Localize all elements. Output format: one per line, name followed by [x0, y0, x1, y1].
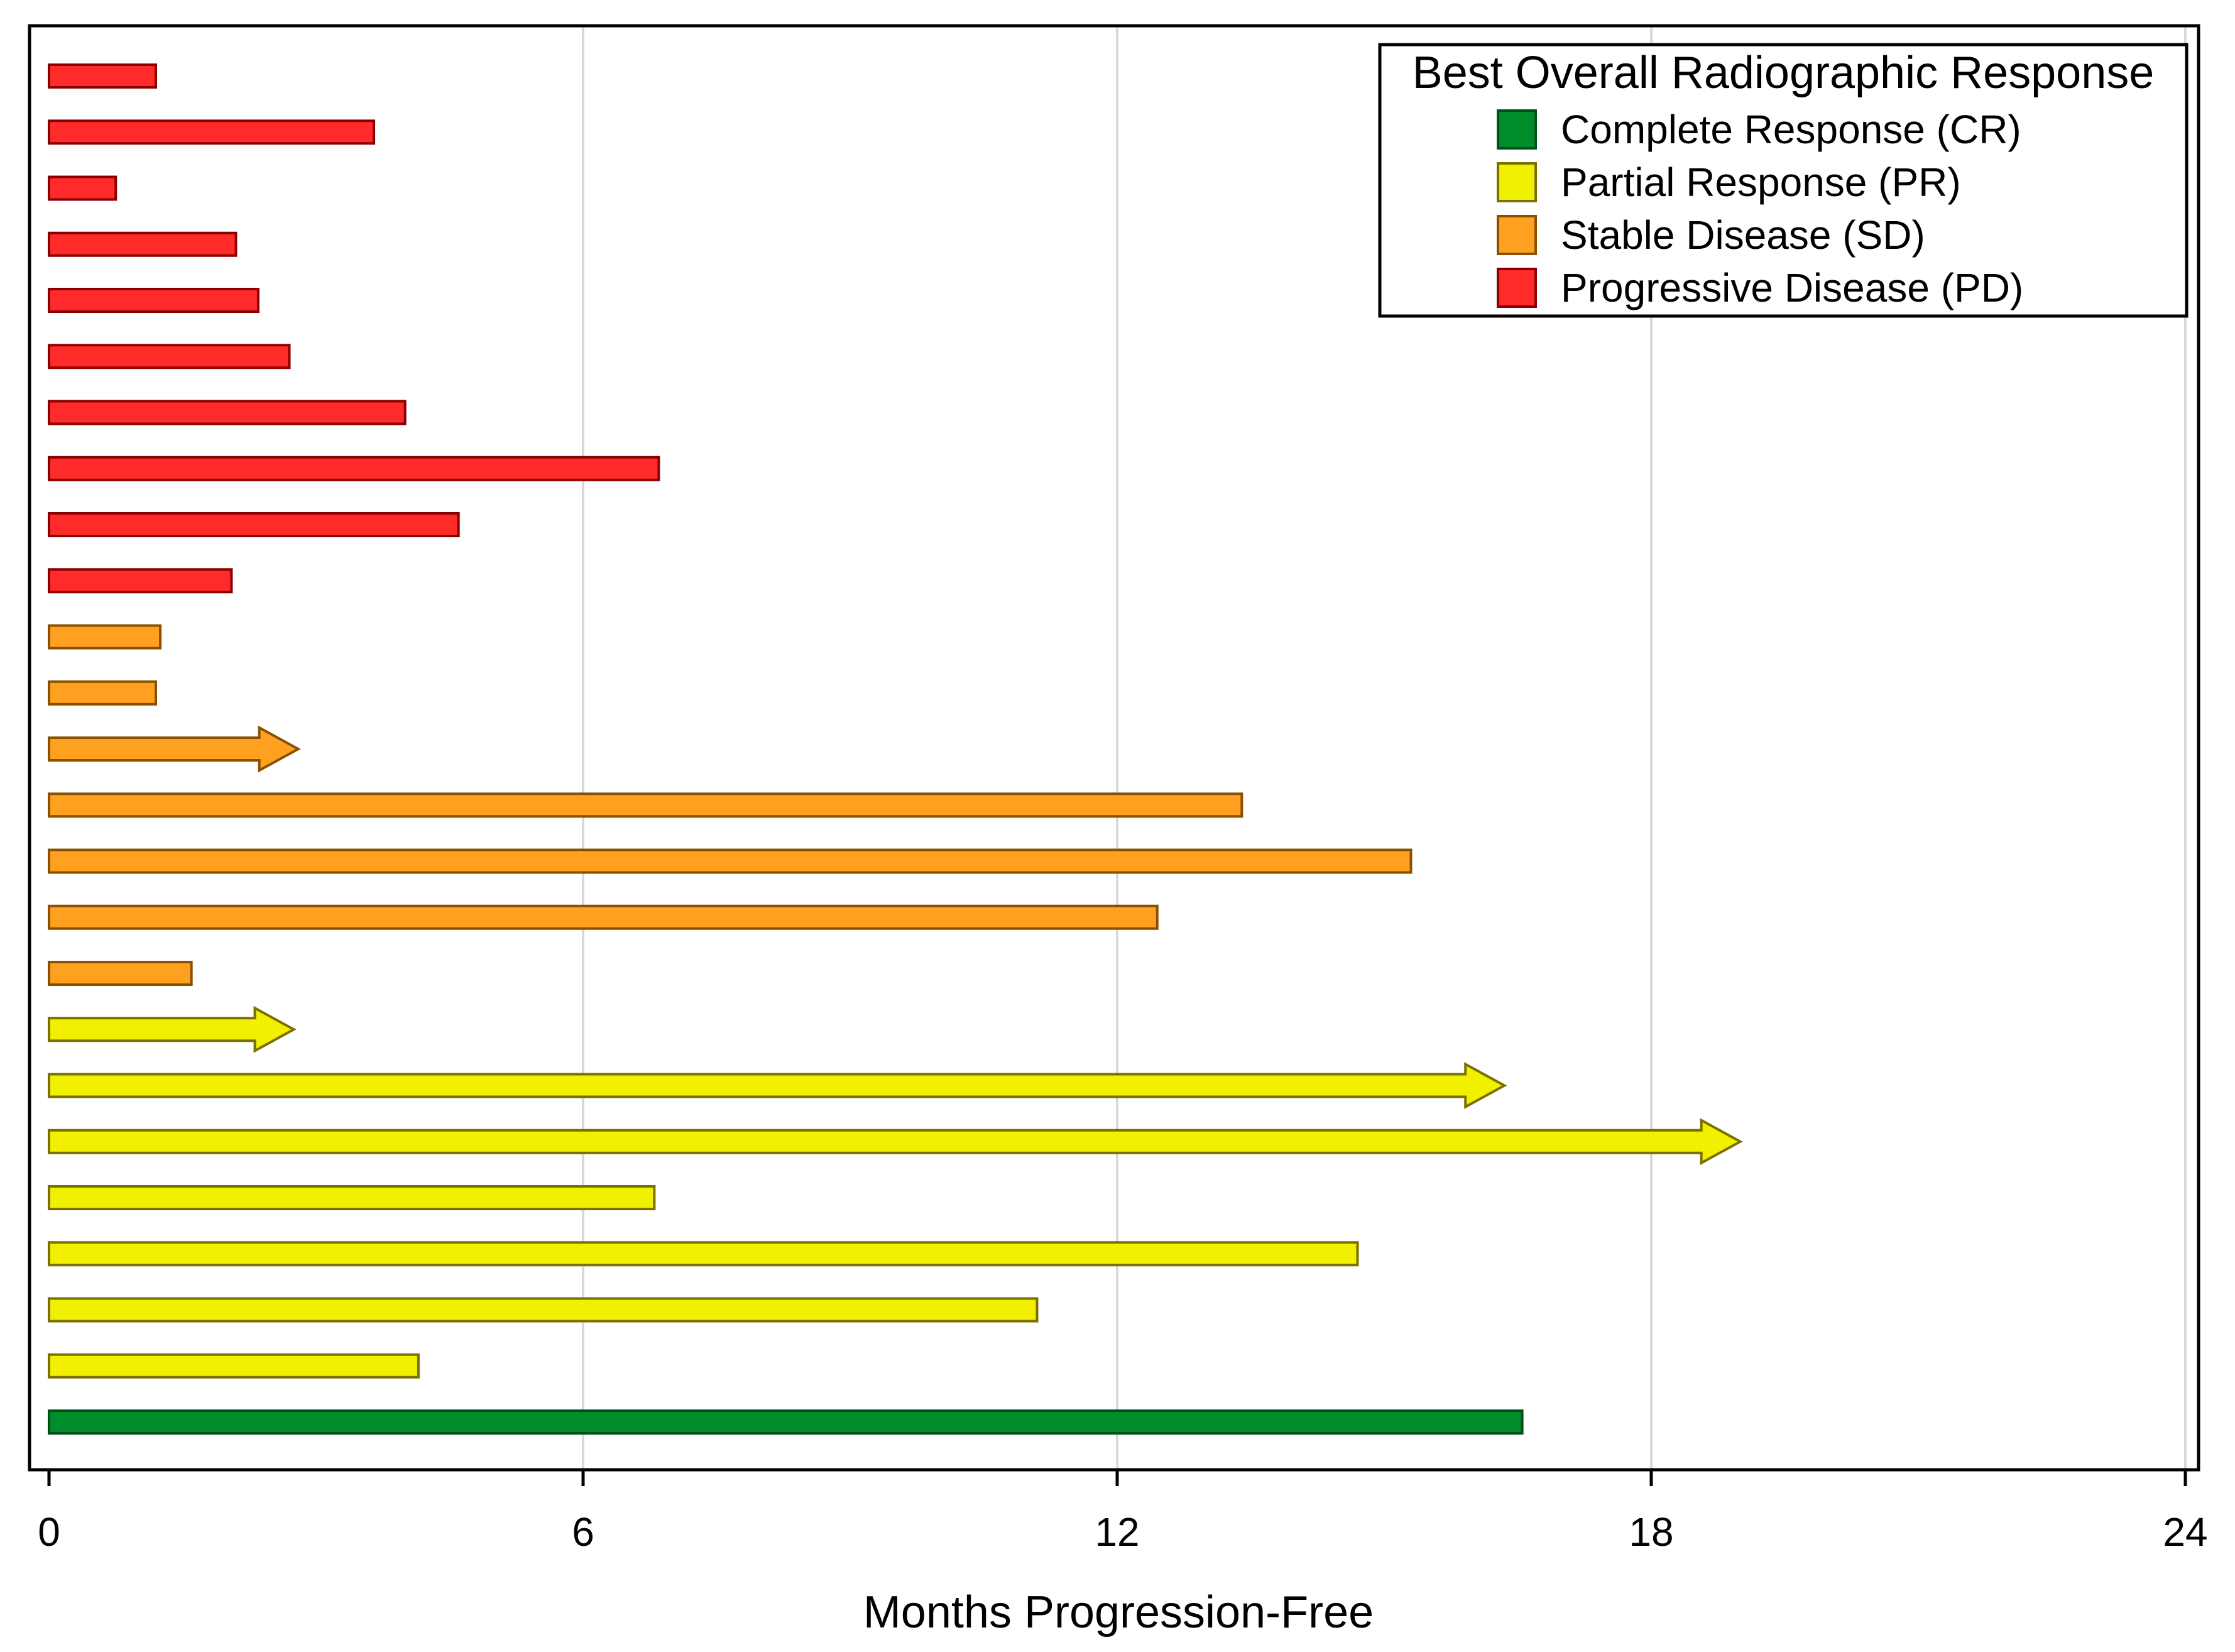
bar-pd — [48, 568, 233, 594]
bar-sd — [48, 792, 1243, 818]
legend-title: Best Overall Radiographic Response — [1413, 48, 2155, 98]
plot-frame — [28, 24, 2200, 1472]
bar-ongoing-pr — [48, 1005, 297, 1053]
bar-pd — [48, 400, 407, 425]
x-axis-label: Months Progression-Free — [863, 1587, 1374, 1638]
x-tick-label: 24 — [2163, 1509, 2207, 1555]
bars — [48, 63, 1743, 1435]
bar-pd — [48, 456, 660, 481]
legend: Best Overall Radiographic Response Compl… — [1378, 43, 2189, 318]
bar-sd — [48, 680, 157, 706]
bar-ongoing-sd — [48, 725, 301, 773]
legend-items: Complete Response (CR) Partial Response (… — [1497, 107, 2023, 310]
bar-sd — [48, 624, 162, 650]
bar-cr — [48, 1409, 1524, 1435]
legend-label-sd: Stable Disease (SD) — [1561, 212, 1925, 258]
x-tick-label: 0 — [38, 1509, 60, 1555]
bar-pd — [48, 512, 460, 537]
bar-pd — [48, 63, 157, 89]
bar-pr — [48, 1185, 656, 1210]
bar-ongoing-pr — [48, 1118, 1743, 1166]
bar-pd — [48, 231, 238, 257]
legend-swatch-cr — [1497, 109, 1537, 150]
bar-sd — [48, 904, 1159, 930]
legend-label-pd: Progressive Disease (PD) — [1561, 265, 2023, 310]
bar-pd — [48, 175, 117, 201]
x-axis: 0 6 12 18 24 — [38, 1470, 2208, 1555]
bar-pr — [48, 1241, 1359, 1267]
x-tick-label: 6 — [572, 1509, 594, 1555]
bar-sd — [48, 961, 193, 986]
legend-swatch-pd — [1497, 268, 1537, 308]
legend-swatch-pr — [1497, 162, 1537, 202]
bar-pr — [48, 1353, 420, 1379]
x-tick-label: 18 — [1629, 1509, 1673, 1555]
legend-swatch-sd — [1497, 215, 1537, 255]
bar-pd — [48, 119, 376, 145]
legend-label-cr: Complete Response (CR) — [1561, 107, 2021, 152]
bar-pd — [48, 288, 260, 313]
bar-ongoing-pr — [48, 1062, 1507, 1109]
bar-pd — [48, 344, 291, 369]
bar-sd — [48, 848, 1413, 874]
x-tick-label: 12 — [1095, 1509, 1139, 1555]
bar-pr — [48, 1297, 1039, 1323]
legend-label-pr: Partial Response (PR) — [1561, 160, 1961, 205]
